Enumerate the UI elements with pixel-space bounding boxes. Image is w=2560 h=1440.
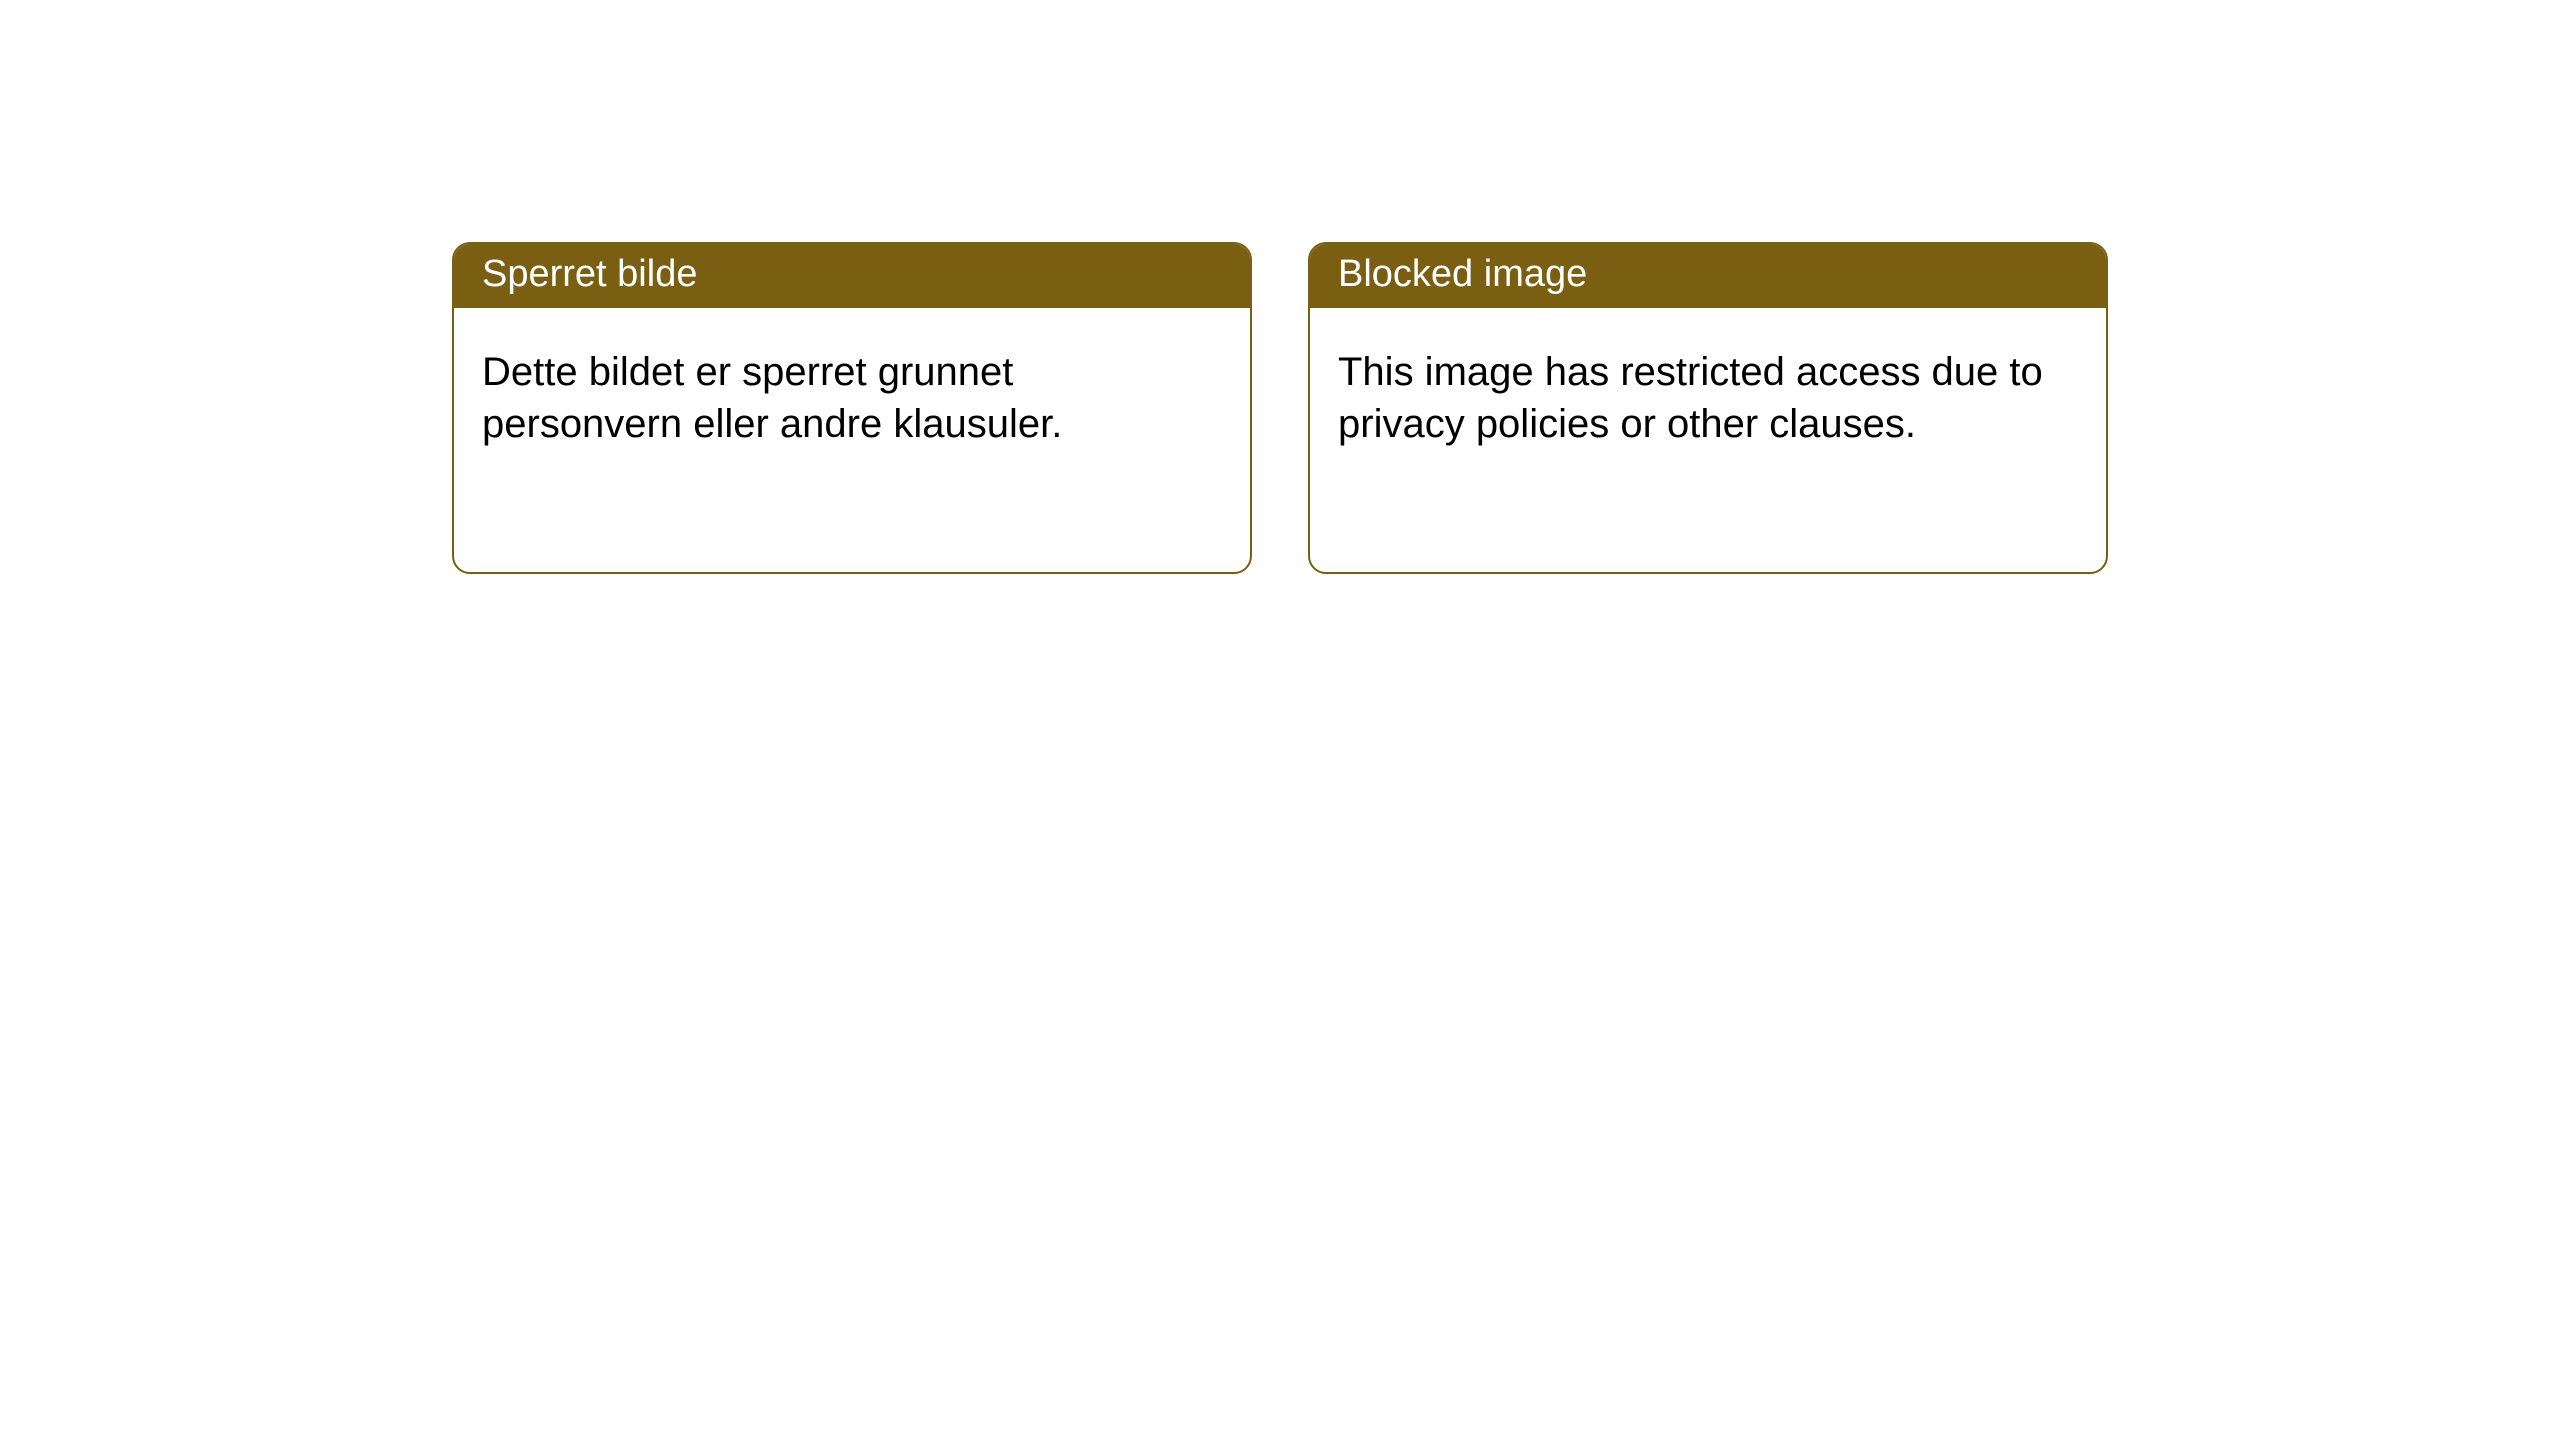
notice-body-no: Dette bildet er sperret grunnet personve… (454, 308, 1250, 478)
notice-title-en: Blocked image (1310, 244, 2106, 308)
notice-card-no: Sperret bilde Dette bildet er sperret gr… (452, 242, 1252, 574)
notice-container: Sperret bilde Dette bildet er sperret gr… (0, 0, 2560, 574)
notice-card-en: Blocked image This image has restricted … (1308, 242, 2108, 574)
notice-title-no: Sperret bilde (454, 244, 1250, 308)
notice-body-en: This image has restricted access due to … (1310, 308, 2106, 478)
